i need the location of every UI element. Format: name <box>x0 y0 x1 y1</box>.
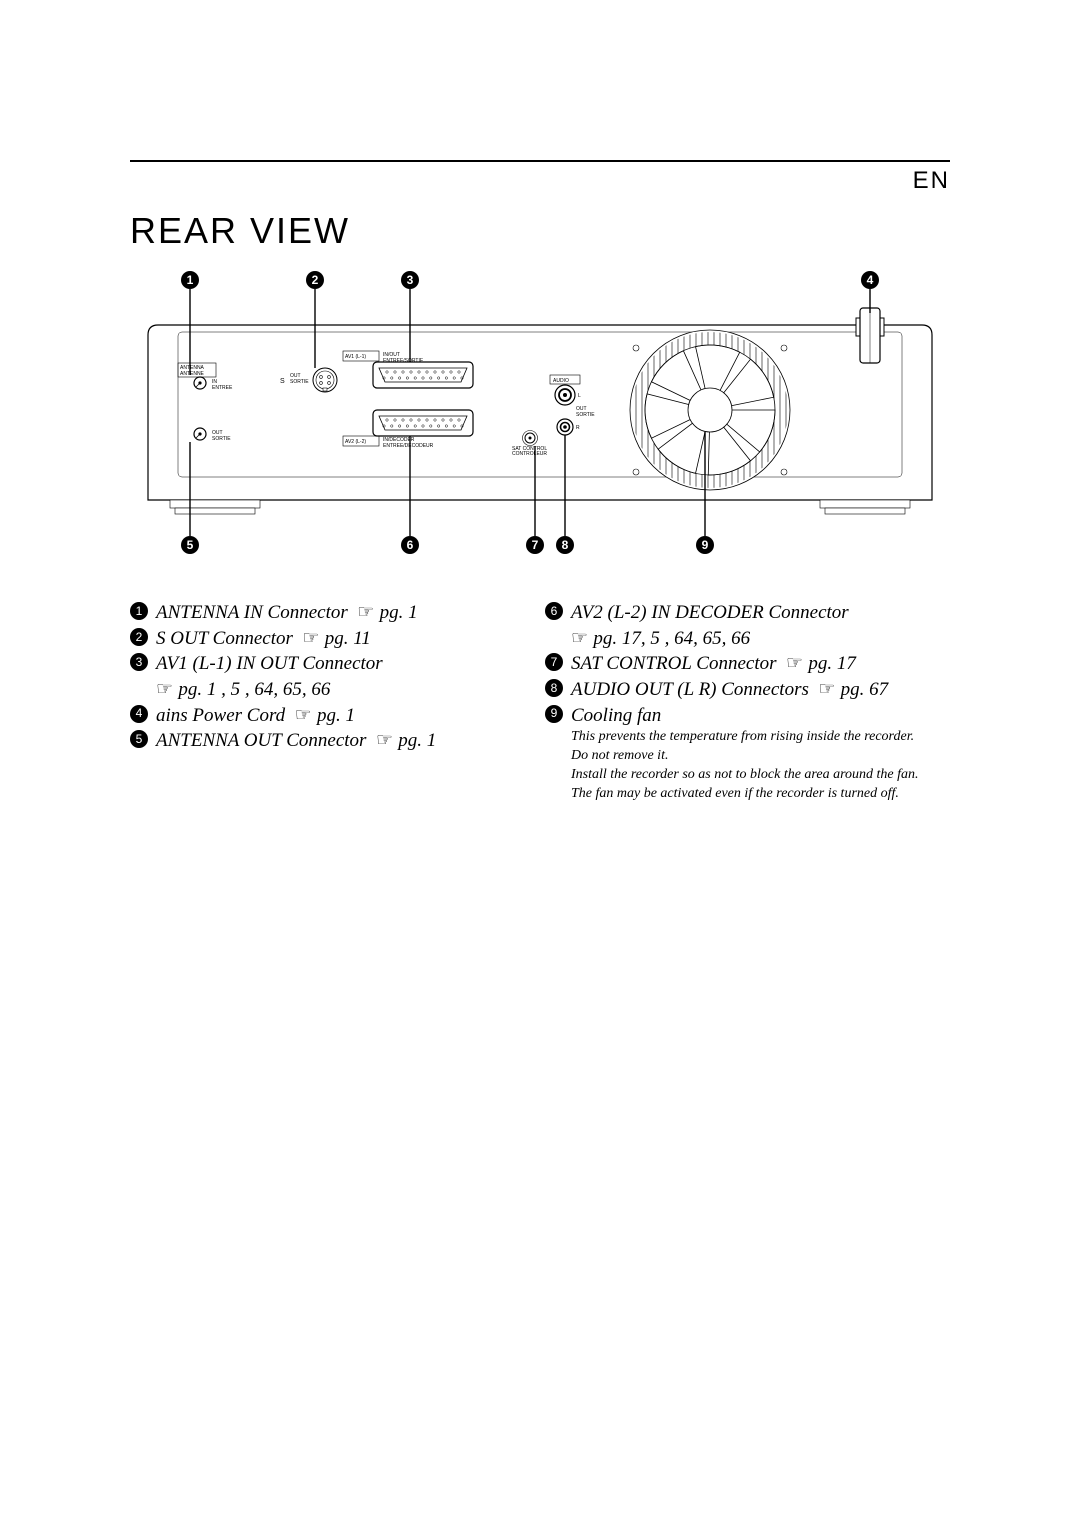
legend-note: The fan may be activated even if the rec… <box>571 785 950 804</box>
svg-text:ENTREE/DECODEUR: ENTREE/DECODEUR <box>383 443 434 449</box>
legend-item: 1 ANTENNA IN Connector ☞ pg. 1 <box>130 600 535 626</box>
legend-number: 2 <box>130 628 148 646</box>
svg-text:ENTREE: ENTREE <box>212 385 233 391</box>
rear-view-diagram: ANTENNAANTENNEINENTREEOUTSORTIESOUTSORTI… <box>130 270 950 570</box>
svg-text:7: 7 <box>532 538 539 552</box>
legend-text: ains Power Cord ☞ pg. 1 <box>156 703 355 729</box>
legend-text: AUDIO OUT (L R) Connectors ☞ pg. 67 <box>571 677 888 703</box>
legend-item: 5 ANTENNA OUT Connector ☞ pg. 1 <box>130 728 535 754</box>
svg-text:4: 4 <box>867 273 874 287</box>
legend-continuation: ☞ pg. 1 , 5 , 64, 65, 66 <box>156 677 535 703</box>
legend-continuation: ☞ pg. 17, 5 , 64, 65, 66 <box>571 626 950 652</box>
svg-text:SORTIE: SORTIE <box>576 412 595 418</box>
legend-item: 9 Cooling fan <box>545 703 950 729</box>
legend: 1 ANTENNA IN Connector ☞ pg. 1 2 S OUT Conn… <box>130 600 950 804</box>
legend-text: S OUT Connector ☞ pg. 11 <box>156 626 371 652</box>
svg-text:9: 9 <box>702 538 709 552</box>
svg-text:2: 2 <box>312 273 319 287</box>
legend-left: 1 ANTENNA IN Connector ☞ pg. 1 2 S OUT Conn… <box>130 600 535 804</box>
legend-number: 3 <box>130 653 148 671</box>
svg-text:S: S <box>280 378 285 385</box>
legend-item: 7 SAT CONTROL Connector ☞ pg. 17 <box>545 651 950 677</box>
svg-text:AV2 (L-2): AV2 (L-2) <box>345 439 366 445</box>
svg-text:CONTROLEUR: CONTROLEUR <box>512 451 547 457</box>
legend-item: 2 S OUT Connector ☞ pg. 11 <box>130 626 535 652</box>
legend-item: 3 AV1 (L-1) IN OUT Connector <box>130 651 535 677</box>
svg-text:8: 8 <box>562 538 569 552</box>
svg-text:5: 5 <box>187 538 194 552</box>
svg-text:1: 1 <box>187 273 194 287</box>
svg-text:AV1 (L-1): AV1 (L-1) <box>345 354 366 360</box>
svg-text:R: R <box>576 425 580 431</box>
svg-text:3: 3 <box>407 273 414 287</box>
page-title: REAR VIEW <box>130 210 350 252</box>
legend-number: 4 <box>130 705 148 723</box>
legend-item: 6 AV2 (L-2) IN DECODER Connector <box>545 600 950 626</box>
legend-number: 5 <box>130 730 148 748</box>
svg-text:ENTREE/SORTIE: ENTREE/SORTIE <box>383 358 424 364</box>
legend-number: 7 <box>545 653 563 671</box>
legend-text: Cooling fan <box>571 703 661 729</box>
legend-note: Do not remove it. <box>571 747 950 766</box>
legend-text: AV2 (L-2) IN DECODER Connector <box>571 600 849 626</box>
legend-item: 4 ains Power Cord ☞ pg. 1 <box>130 703 535 729</box>
svg-text:SORTIE: SORTIE <box>290 379 309 385</box>
legend-number: 9 <box>545 705 563 723</box>
legend-note: This prevents the temperature from risin… <box>571 728 950 747</box>
legend-text: ANTENNA OUT Connector ☞ pg. 1 <box>156 728 436 754</box>
legend-item: 8 AUDIO OUT (L R) Connectors ☞ pg. 67 <box>545 677 950 703</box>
legend-right: 6 AV2 (L-2) IN DECODER Connector☞ pg. 17,… <box>545 600 950 804</box>
legend-note: Install the recorder so as not to block … <box>571 766 950 785</box>
svg-text:6: 6 <box>407 538 414 552</box>
legend-number: 8 <box>545 679 563 697</box>
legend-text: ANTENNA IN Connector ☞ pg. 1 <box>156 600 418 626</box>
svg-text:ANTENNE: ANTENNE <box>180 371 205 377</box>
svg-text:AUDIO: AUDIO <box>553 378 569 384</box>
top-rule <box>130 160 950 162</box>
legend-number: 6 <box>545 602 563 620</box>
lang-code: EN <box>913 167 950 195</box>
svg-text:SORTIE: SORTIE <box>212 436 231 442</box>
legend-text: AV1 (L-1) IN OUT Connector <box>156 651 383 677</box>
legend-number: 1 <box>130 602 148 620</box>
svg-text:L: L <box>578 393 581 399</box>
legend-text: SAT CONTROL Connector ☞ pg. 17 <box>571 651 856 677</box>
